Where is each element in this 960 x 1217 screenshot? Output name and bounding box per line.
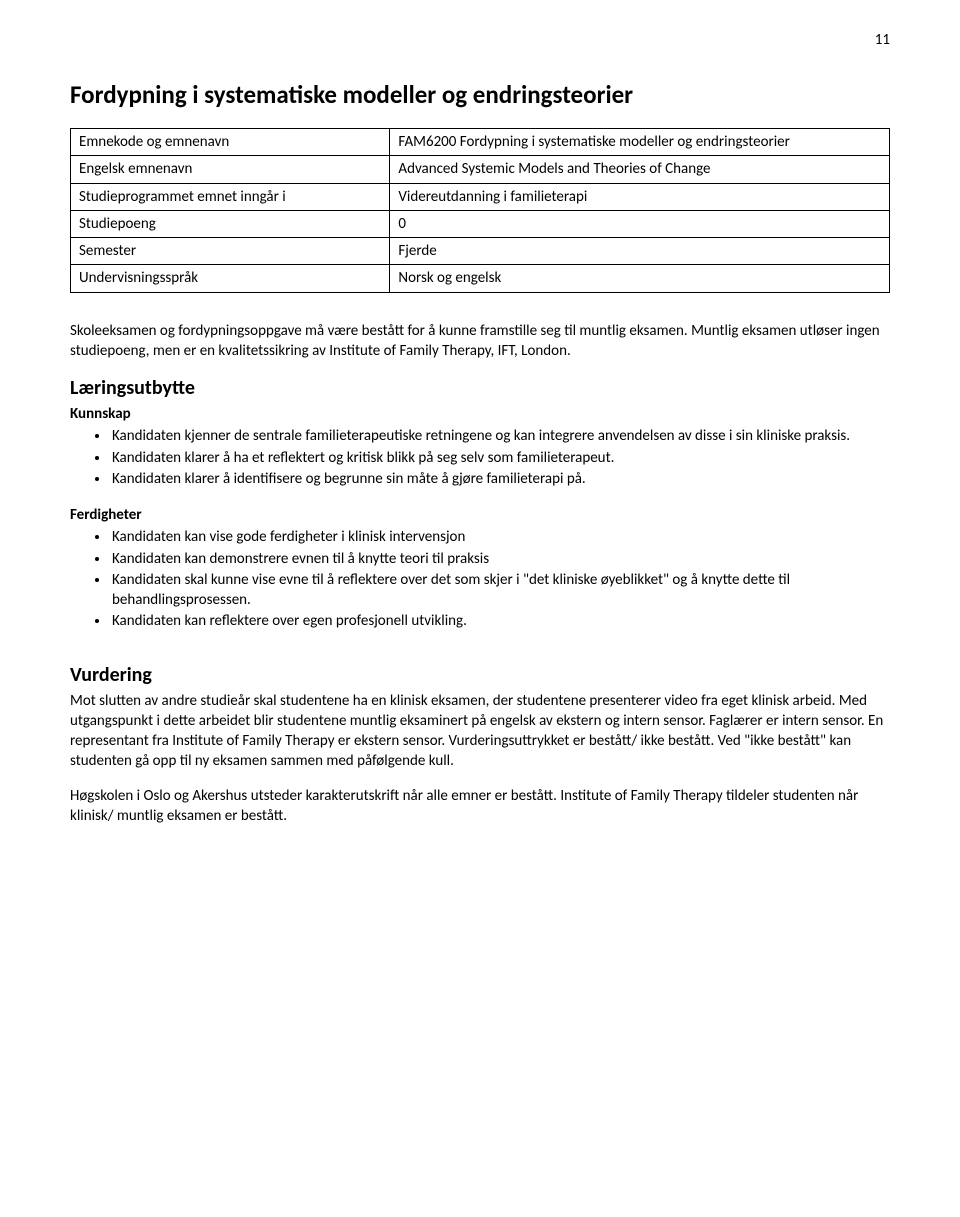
info-value: 0 bbox=[390, 210, 890, 237]
info-table: Emnekode og emnenavn FAM6200 Fordypning … bbox=[70, 128, 890, 293]
info-label: Studiepoeng bbox=[71, 210, 390, 237]
ferdigheter-list: Kandidaten kan vise gode ferdigheter i k… bbox=[110, 527, 890, 631]
kunnskap-list: Kandidaten kjenner de sentrale familiete… bbox=[110, 426, 890, 489]
vurdering-para-1: Mot slutten av andre studieår skal stude… bbox=[70, 691, 890, 772]
info-label: Undervisningsspråk bbox=[71, 265, 390, 292]
laeringsutbytte-heading: Læringsutbytte bbox=[70, 375, 890, 402]
table-row: Undervisningsspråk Norsk og engelsk bbox=[71, 265, 890, 292]
list-item: Kandidaten kan demonstrere evnen til å k… bbox=[110, 549, 890, 569]
list-item: Kandidaten kan reflektere over egen prof… bbox=[110, 611, 890, 631]
info-value: Videreutdanning i familieterapi bbox=[390, 183, 890, 210]
table-row: Engelsk emnenavn Advanced Systemic Model… bbox=[71, 156, 890, 183]
info-value: Fjerde bbox=[390, 238, 890, 265]
info-label: Semester bbox=[71, 238, 390, 265]
list-item: Kandidaten klarer å identifisere og begr… bbox=[110, 469, 890, 489]
list-item: Kandidaten kan vise gode ferdigheter i k… bbox=[110, 527, 890, 547]
table-row: Emnekode og emnenavn FAM6200 Fordypning … bbox=[71, 129, 890, 156]
vurdering-heading: Vurdering bbox=[70, 662, 890, 689]
info-label: Emnekode og emnenavn bbox=[71, 129, 390, 156]
info-value: Norsk og engelsk bbox=[390, 265, 890, 292]
intro-paragraph: Skoleeksamen og fordypningsoppgave må væ… bbox=[70, 321, 890, 362]
ferdigheter-heading: Ferdigheter bbox=[70, 505, 890, 525]
info-label: Studieprogrammet emnet inngår i bbox=[71, 183, 390, 210]
page-number: 11 bbox=[70, 30, 890, 50]
vurdering-para-2: Høgskolen i Oslo og Akershus utsteder ka… bbox=[70, 786, 890, 827]
table-row: Studiepoeng 0 bbox=[71, 210, 890, 237]
list-item: Kandidaten skal kunne vise evne til å re… bbox=[110, 570, 890, 611]
page-title: Fordypning i systematiske modeller og en… bbox=[70, 78, 890, 112]
table-row: Studieprogrammet emnet inngår i Videreut… bbox=[71, 183, 890, 210]
kunnskap-heading: Kunnskap bbox=[70, 404, 890, 424]
info-value: Advanced Systemic Models and Theories of… bbox=[390, 156, 890, 183]
info-value: FAM6200 Fordypning i systematiske modell… bbox=[390, 129, 890, 156]
table-row: Semester Fjerde bbox=[71, 238, 890, 265]
list-item: Kandidaten klarer å ha et reflektert og … bbox=[110, 448, 890, 468]
info-label: Engelsk emnenavn bbox=[71, 156, 390, 183]
list-item: Kandidaten kjenner de sentrale familiete… bbox=[110, 426, 890, 446]
